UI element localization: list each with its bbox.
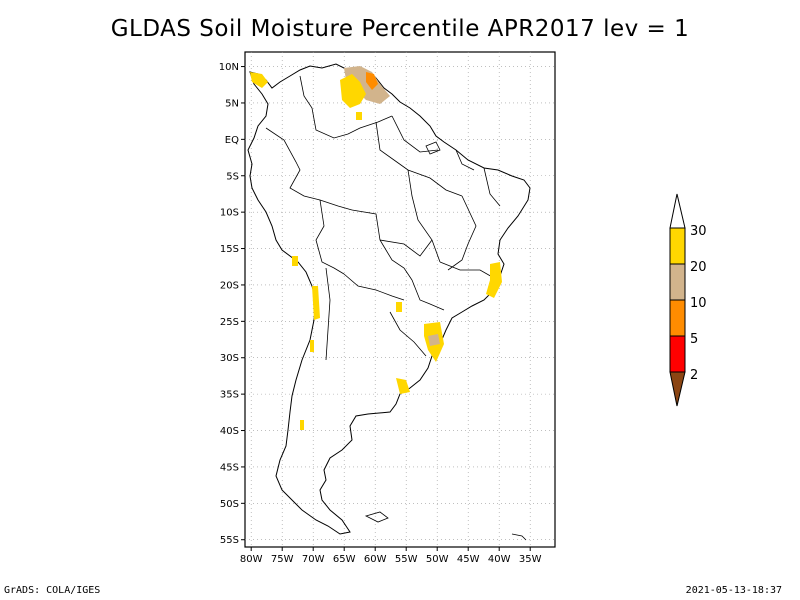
lon-label: 40W	[488, 554, 511, 565]
lat-label: 50S	[220, 499, 239, 510]
plot-frame	[244, 51, 556, 548]
lat-label: 15S	[220, 244, 239, 255]
colorbar-segment-10-20	[669, 263, 686, 301]
lat-label: 55S	[220, 535, 239, 546]
lat-label: 10N	[219, 62, 239, 73]
lon-label: 45W	[457, 554, 480, 565]
lat-label: 20S	[220, 280, 239, 291]
lat-label: 45S	[220, 462, 239, 473]
anomaly-20-30-central-chile	[292, 256, 298, 266]
lon-label: 65W	[333, 554, 356, 565]
colorbar-bottom-arrow	[669, 371, 686, 407]
colorbar-segment-2-5	[669, 335, 686, 373]
islands	[364, 141, 527, 541]
anomaly-10-20-south	[428, 334, 440, 346]
latitude-labels: 10N 5N EQ 5S 10S 15S 20S 25S 30S 35S 40S 45S 50S 55S	[219, 62, 239, 546]
colorbar-label-20: 20	[690, 260, 707, 275]
timestamp: 2021-05-13-18:37	[685, 585, 782, 596]
anomaly-20-30-andes	[300, 420, 304, 430]
anomaly-20-30-paraguay	[396, 302, 402, 312]
lat-label: 5S	[226, 171, 239, 182]
lat-label: 35S	[220, 390, 239, 401]
anomaly-5-10-north	[366, 72, 378, 90]
lat-label: 10S	[220, 208, 239, 219]
gridlines	[245, 52, 555, 547]
anomaly-20-30-chile-south	[310, 340, 314, 352]
lat-label: 30S	[220, 353, 239, 364]
anomaly-10-20-north	[344, 66, 390, 104]
lat-label: EQ	[225, 135, 239, 146]
colorbar-label-5: 5	[690, 332, 698, 347]
colorbar-label-10: 10	[690, 296, 707, 311]
anomaly-20-30-guyana	[356, 112, 362, 120]
soil-moisture-anomalies	[250, 66, 502, 430]
colorbar-segment-20-30	[669, 227, 686, 265]
lon-label: 60W	[364, 554, 387, 565]
anomaly-20-30-uruguay	[396, 378, 410, 394]
grads-credit: GrADS: COLA/IGES	[4, 585, 101, 596]
colorbar: 30 20 10 5 2	[669, 193, 707, 407]
lon-label: 55W	[395, 554, 418, 565]
lon-label: 70W	[302, 554, 325, 565]
anomaly-20-30-north	[340, 74, 366, 108]
longitude-labels: 80W 75W 70W 65W 60W 55W 50W 45W 40W 35W	[240, 554, 542, 565]
lon-label: 50W	[426, 554, 449, 565]
lon-label: 75W	[271, 554, 294, 565]
colorbar-label-30: 30	[690, 224, 707, 239]
lon-label: 80W	[240, 554, 263, 565]
colorbar-top-arrow	[669, 193, 686, 229]
lat-label: 25S	[220, 317, 239, 328]
south-america-coastline	[247, 63, 531, 535]
lon-label: 35W	[519, 554, 542, 565]
lat-label: 40S	[220, 426, 239, 437]
anomaly-20-30-northwest	[250, 72, 268, 88]
anomaly-20-30-chile	[312, 286, 320, 320]
colorbar-segment-5-10	[669, 299, 686, 337]
anomaly-20-30-east	[486, 262, 502, 298]
colorbar-label-2: 2	[690, 368, 698, 383]
axis-ticks	[241, 66, 531, 551]
map-title: GLDAS Soil Moisture Percentile APR2017 l…	[110, 16, 690, 42]
lat-label: 5N	[225, 98, 239, 109]
country-borders	[265, 75, 501, 361]
